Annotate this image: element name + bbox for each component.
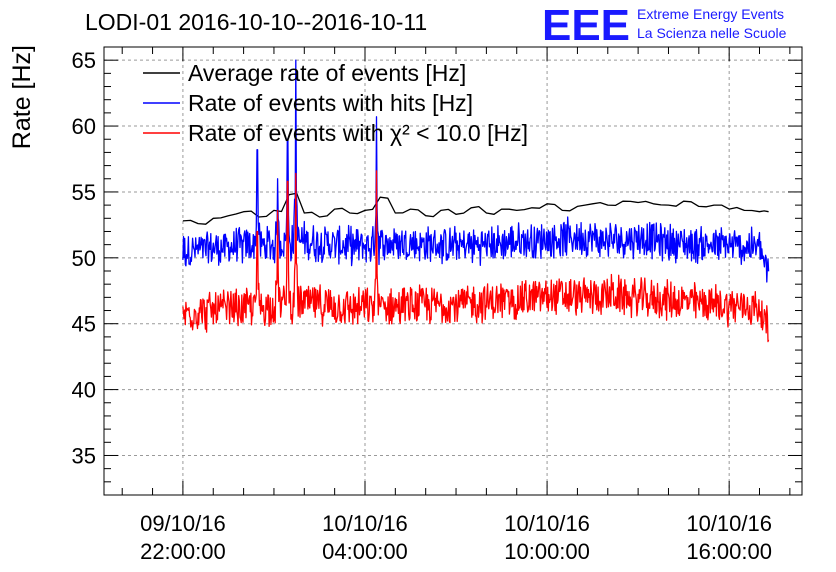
eee-logo: EEE Extreme Energy Events La Scienza nel… [542,1,787,50]
chart-title: LODI-01 2016-10-10--2016-10-11 [85,9,427,35]
y-axis-label: Rate [Hz] [8,45,36,149]
legend-label: Rate of events with hits [Hz] [188,90,473,116]
axes: 35 40 45 50 55 60 65 09/10/16 22:00:00 10/10/16 04… [72,46,802,564]
x-tick-label-time: 10:00:00 [504,539,590,564]
x-tick-label-date: 10/10/16 [686,511,772,536]
series-line-2 [182,170,770,343]
y-tick-label: 55 [72,180,96,205]
x-tick-label-time: 04:00:00 [322,539,408,564]
x-tick-label-date: 10/10/16 [322,511,408,536]
legend-label: Rate of events with χ² < 10.0 [Hz] [188,120,528,146]
series-group [182,59,770,283]
x-tick-label-date: 10/10/16 [504,511,590,536]
grid [104,47,802,495]
y-tick-label: 50 [72,246,96,271]
series-group [182,170,770,343]
x-tick-label-date: 09/10/16 [140,511,226,536]
series-line-1 [182,59,770,283]
series-layer [182,59,770,343]
eee-logo-line2: La Scienza nelle Scuole [637,25,787,41]
y-tick-label: 60 [72,114,96,139]
legend: Average rate of events [Hz] Rate of event… [143,60,528,146]
x-tick-label-time: 22:00:00 [140,539,226,564]
series-group [182,192,769,225]
y-tick-label: 65 [72,48,96,73]
y-tick-label: 45 [72,312,96,337]
x-tick-label-time: 16:00:00 [686,539,772,564]
y-tick-label: 35 [72,443,96,468]
eee-logo-line1: Extreme Energy Events [637,6,784,22]
eee-logo-mark: EEE [542,1,630,50]
series-line-0 [182,192,769,225]
legend-label: Average rate of events [Hz] [188,60,466,86]
y-tick-label: 40 [72,378,96,403]
